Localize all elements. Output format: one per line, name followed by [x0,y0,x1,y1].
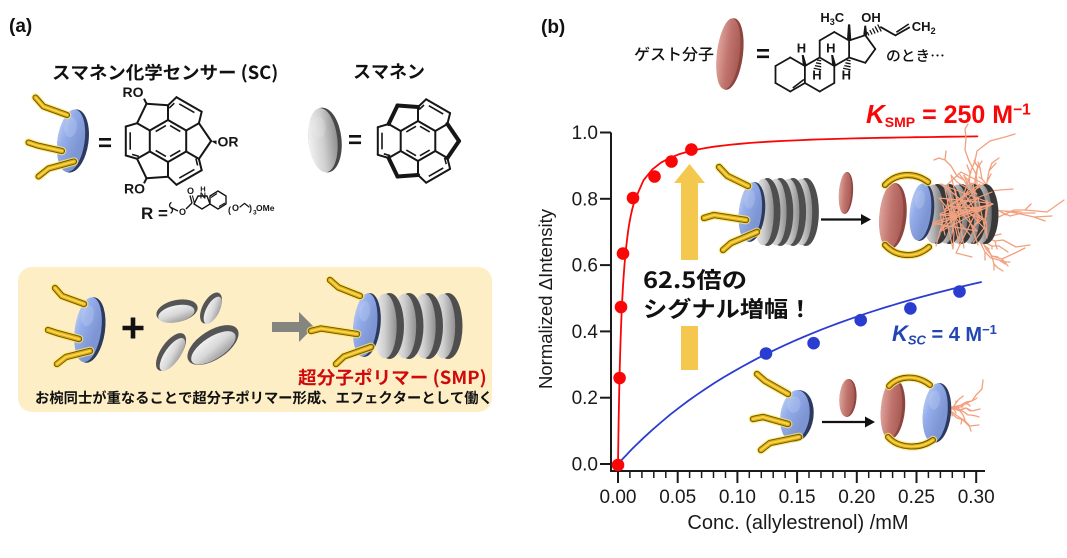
svg-text:Normalized ΔIntensity: Normalized ΔIntensity [535,208,556,389]
svg-text:RO: RO [122,84,143,100]
svg-text:0.2: 0.2 [572,388,598,409]
svg-text:0.25: 0.25 [898,487,935,508]
svg-text:O: O [232,203,239,213]
svg-text:0.00: 0.00 [600,487,637,508]
svg-text:0.05: 0.05 [659,487,696,508]
svg-text:Conc. (allylestrenol) /mM: Conc. (allylestrenol) /mM [687,512,908,534]
svg-text:0.0: 0.0 [572,455,598,476]
svg-text:H: H [842,68,851,83]
svg-text:H: H [812,68,821,83]
svg-text:1.0: 1.0 [572,123,598,144]
svg-text:H3C: H3C [820,10,844,27]
svg-text:N: N [200,191,206,201]
svg-text:RO: RO [124,180,145,196]
svg-text:0.15: 0.15 [779,487,816,508]
svg-text:(b): (b) [541,17,565,38]
svg-text:KSMP = 250 M−1: KSMP = 250 M−1 [866,99,1031,130]
svg-text:): ) [249,203,252,213]
svg-text:OH: OH [861,10,881,25]
svg-text:=: = [348,127,362,154]
svg-text:=: = [98,130,112,157]
svg-text:0.4: 0.4 [572,322,599,343]
svg-text:3: 3 [253,210,257,217]
svg-text:CH2: CH2 [912,19,936,36]
svg-text:KSC = 4 M−1: KSC = 4 M−1 [892,321,997,348]
svg-text:(a): (a) [9,16,32,37]
svg-text:0.10: 0.10 [719,487,756,508]
svg-text:H: H [797,41,806,56]
svg-text:R =: R = [141,204,168,223]
svg-text:H: H [826,41,835,56]
svg-text:OMe: OMe [256,203,275,213]
svg-text:=: = [756,41,770,68]
svg-text:O: O [179,207,186,217]
svg-text:OR: OR [218,134,239,150]
svg-text:(: ( [228,205,231,215]
svg-text:O: O [187,186,194,196]
svg-text:0.20: 0.20 [838,487,875,508]
svg-text:0.8: 0.8 [572,189,598,210]
svg-text:0.30: 0.30 [958,487,995,508]
svg-text:H: H [200,185,205,194]
svg-text:0.6: 0.6 [572,256,598,277]
